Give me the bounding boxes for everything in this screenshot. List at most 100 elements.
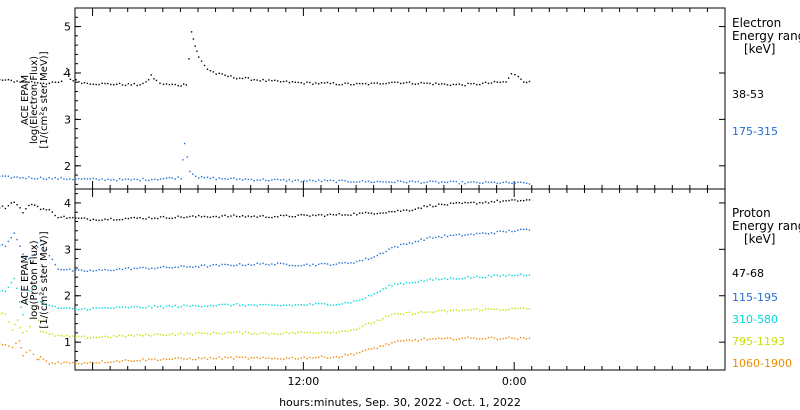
proton-point-1060-1900 — [113, 361, 115, 363]
proton-point-1060-1900 — [101, 360, 103, 362]
proton-point-795-1193 — [414, 313, 416, 315]
electron-point-38-53 — [253, 79, 255, 81]
proton-point-795-1193 — [221, 333, 223, 335]
proton-point-47-68 — [89, 219, 91, 221]
proton-point-115-195 — [297, 265, 299, 267]
proton-point-1060-1900 — [411, 340, 414, 342]
proton-point-310-580 — [72, 308, 74, 310]
proton-point-115-195 — [142, 266, 144, 269]
proton-point-47-68 — [113, 219, 115, 221]
electron-point-175-315 — [303, 180, 305, 182]
proton-point-310-580 — [400, 282, 402, 284]
proton-point-795-1193 — [520, 307, 522, 309]
x-tick-label: 12:00 — [288, 375, 320, 388]
proton-point-1060-1900 — [159, 359, 162, 361]
proton-point-795-1193 — [297, 331, 299, 333]
proton-point-47-68 — [306, 214, 308, 216]
proton-point-795-1193 — [259, 332, 261, 335]
electron-point-38-53 — [502, 81, 504, 83]
proton-legend-title-3: [keV] — [744, 232, 775, 246]
proton-point-310-580 — [154, 305, 156, 307]
electron-point-38-53 — [98, 83, 100, 86]
electron-point-38-53 — [45, 83, 48, 85]
proton-point-47-68 — [514, 199, 516, 201]
proton-point-795-1193 — [388, 315, 390, 317]
proton-point-795-1193 — [285, 331, 288, 333]
electron-point-175-315 — [394, 181, 396, 184]
electron-point-175-315 — [244, 178, 247, 180]
electron-point-38-53 — [382, 83, 384, 85]
proton-point-795-1193 — [198, 331, 200, 334]
proton-point-47-68 — [277, 216, 279, 218]
proton-point-1060-1900 — [139, 359, 141, 362]
proton-point-310-580 — [25, 301, 27, 303]
electron-point-38-53 — [212, 71, 214, 73]
proton-point-1060-1900 — [39, 356, 42, 358]
proton-point-115-195 — [361, 259, 364, 262]
electron-point-175-315 — [171, 177, 173, 179]
proton-point-115-195 — [385, 250, 387, 253]
proton-point-310-580 — [139, 306, 141, 309]
proton-point-47-68 — [441, 203, 443, 206]
proton-point-795-1193 — [38, 319, 40, 322]
proton-point-795-1193 — [528, 308, 531, 310]
electron-point-38-53 — [288, 81, 291, 84]
electron-point-175-315 — [528, 183, 531, 185]
proton-point-795-1193 — [385, 315, 387, 317]
electron-point-38-53 — [435, 82, 437, 84]
proton-point-310-580 — [192, 304, 194, 306]
proton-point-1060-1900 — [482, 338, 484, 340]
proton-point-1060-1900 — [517, 338, 519, 341]
proton-point-47-68 — [341, 214, 343, 216]
proton-legend-title-1: Proton — [732, 206, 771, 220]
proton-point-1060-1900 — [432, 338, 434, 340]
proton-point-795-1193 — [227, 331, 229, 334]
electron-point-38-53 — [72, 80, 74, 82]
proton-point-795-1193 — [174, 334, 176, 336]
proton-point-115-195 — [318, 263, 320, 265]
electron-y-axis-title: ACE EPAM log(Electron Flux) [1/(cm²s ste… — [20, 51, 50, 148]
electron-point-175-315 — [77, 177, 80, 180]
electron-point-175-315 — [259, 179, 261, 181]
proton-point-310-580 — [241, 304, 244, 306]
electron-point-38-53 — [271, 80, 273, 82]
proton-legend-title-2: Energy ranges — [732, 219, 800, 233]
electron-legend-title-3: [keV] — [744, 42, 775, 56]
proton-point-115-195 — [63, 269, 65, 271]
proton-point-795-1193 — [45, 332, 48, 334]
proton-point-1060-1900 — [452, 339, 455, 341]
proton-point-795-1193 — [171, 333, 173, 335]
proton-point-115-195 — [441, 236, 443, 239]
electron-point-38-53 — [19, 81, 21, 83]
proton-point-310-580 — [28, 289, 30, 292]
electron-point-175-315 — [361, 179, 364, 182]
electron-point-175-315 — [282, 178, 285, 181]
proton-point-115-195 — [124, 267, 127, 269]
proton-point-1060-1900 — [116, 360, 118, 362]
proton-point-115-195 — [438, 235, 440, 238]
electron-point-175-315 — [215, 178, 217, 181]
proton-point-310-580 — [499, 275, 501, 277]
electron-point-38-53 — [520, 78, 522, 80]
proton-point-310-580 — [247, 304, 250, 306]
electron-point-175-315 — [297, 179, 299, 181]
proton-point-47-68 — [484, 201, 487, 203]
proton-point-795-1193 — [139, 334, 141, 336]
electron-y-tick-label: 3 — [64, 113, 71, 126]
electron-point-38-53 — [215, 73, 217, 75]
proton-point-47-68 — [300, 214, 302, 216]
proton-point-115-195 — [157, 267, 159, 269]
proton-point-115-195 — [426, 237, 428, 239]
electron-point-175-315 — [376, 180, 378, 183]
proton-point-115-195 — [177, 266, 179, 268]
proton-point-310-580 — [312, 304, 314, 306]
proton-point-47-68 — [259, 215, 261, 217]
electron-point-175-315 — [455, 180, 457, 183]
proton-point-47-68 — [303, 214, 305, 216]
proton-point-1060-1900 — [505, 337, 507, 339]
electron-point-38-53 — [104, 82, 106, 85]
proton-point-1060-1900 — [288, 357, 291, 359]
proton-point-47-68 — [271, 216, 273, 219]
electron-point-38-53 — [420, 81, 422, 84]
proton-point-310-580 — [133, 306, 135, 308]
